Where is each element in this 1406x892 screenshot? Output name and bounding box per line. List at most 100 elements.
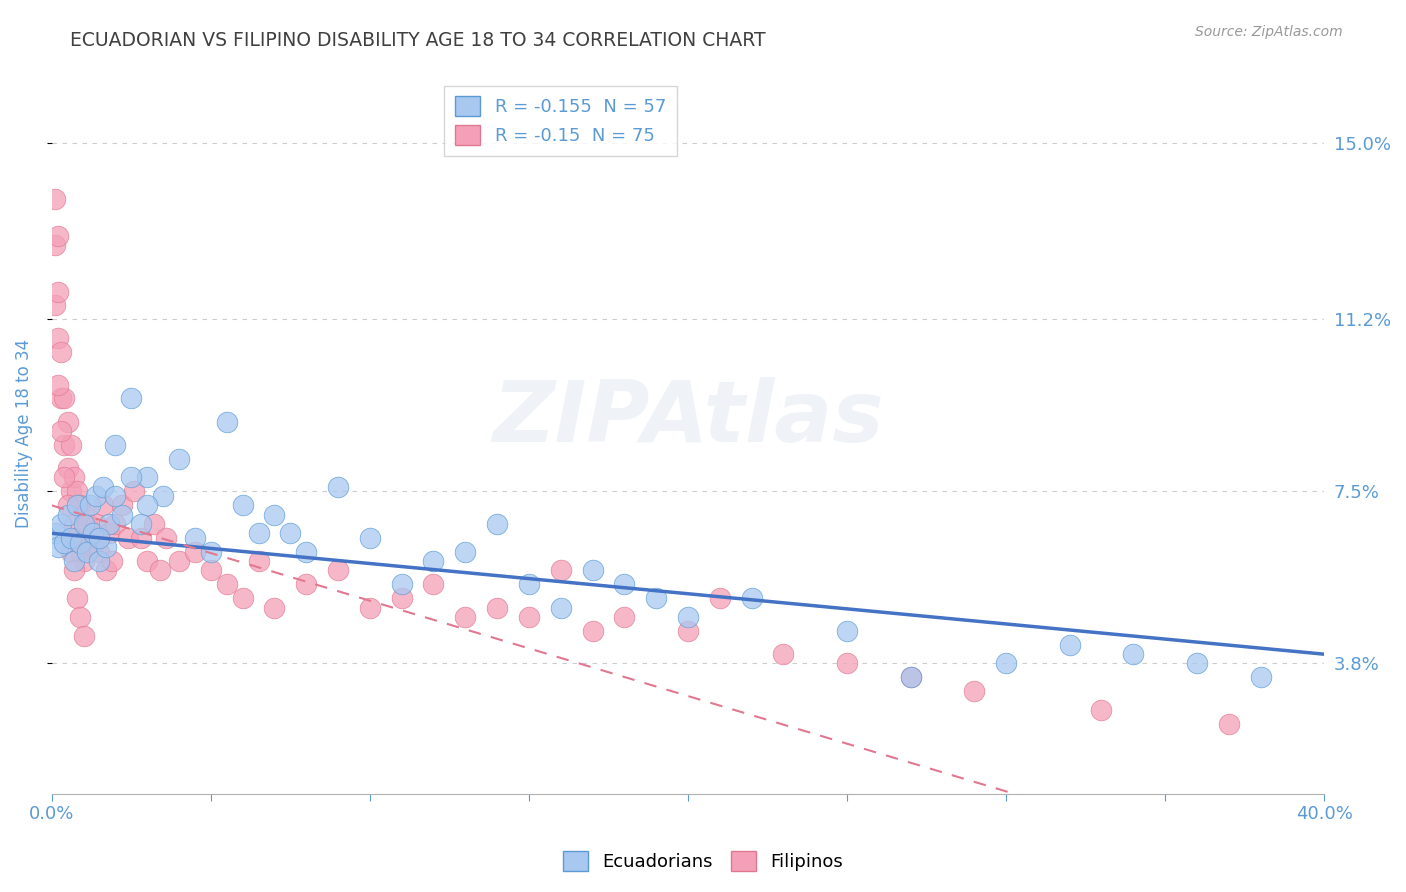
Point: [136, 470, 159, 484]
Point: [72, 508, 94, 522]
Point: [155, 531, 177, 545]
Point: [82, 541, 104, 555]
Point: [101, 554, 124, 568]
Point: [1185, 657, 1208, 671]
Point: [89, 531, 111, 545]
Point: [46, 285, 69, 299]
Point: [215, 577, 238, 591]
Point: [613, 610, 636, 624]
Point: [91, 499, 114, 513]
Point: [184, 545, 207, 559]
Point: [184, 531, 207, 545]
Point: [79, 499, 101, 513]
Point: [51, 424, 73, 438]
Point: [391, 591, 413, 606]
Point: [772, 647, 794, 661]
Point: [69, 610, 91, 624]
Point: [63, 470, 86, 484]
Point: [66, 484, 89, 499]
Point: [129, 516, 152, 531]
Point: [359, 531, 381, 545]
Point: [149, 564, 172, 578]
Point: [111, 499, 134, 513]
Point: [59, 438, 82, 452]
Point: [995, 657, 1018, 671]
Point: [645, 591, 668, 606]
Point: [359, 600, 381, 615]
Legend: Ecuadorians, Filipinos: Ecuadorians, Filipinos: [555, 844, 851, 879]
Point: [46, 377, 69, 392]
Point: [581, 624, 603, 638]
Point: [69, 499, 91, 513]
Point: [263, 600, 285, 615]
Point: [69, 535, 91, 549]
Point: [89, 545, 111, 559]
Point: [581, 564, 603, 578]
Point: [486, 516, 509, 531]
Point: [84, 489, 107, 503]
Point: [167, 451, 190, 466]
Point: [76, 545, 98, 559]
Point: [215, 415, 238, 429]
Point: [56, 415, 79, 429]
Point: [247, 526, 270, 541]
Point: [136, 499, 159, 513]
Text: Source: ZipAtlas.com: Source: ZipAtlas.com: [1195, 25, 1343, 39]
Point: [152, 489, 174, 503]
Point: [111, 508, 134, 522]
Point: [98, 526, 121, 541]
Point: [1090, 703, 1112, 717]
Point: [709, 591, 731, 606]
Point: [72, 629, 94, 643]
Point: [676, 610, 699, 624]
Point: [247, 554, 270, 568]
Point: [66, 591, 89, 606]
Point: [51, 392, 73, 406]
Point: [124, 484, 146, 499]
Point: [82, 526, 104, 541]
Point: [278, 526, 301, 541]
Point: [835, 657, 858, 671]
Point: [53, 392, 76, 406]
Point: [46, 541, 69, 555]
Point: [613, 577, 636, 591]
Point: [117, 531, 139, 545]
Point: [326, 480, 349, 494]
Point: [142, 516, 165, 531]
Point: [53, 535, 76, 549]
Point: [98, 516, 121, 531]
Point: [44, 238, 66, 252]
Point: [59, 531, 82, 545]
Point: [1059, 638, 1081, 652]
Point: [454, 610, 477, 624]
Point: [1122, 647, 1144, 661]
Point: [56, 499, 79, 513]
Point: [66, 499, 89, 513]
Point: [72, 554, 94, 568]
Point: [94, 541, 117, 555]
Point: [517, 577, 540, 591]
Point: [295, 545, 318, 559]
Point: [72, 516, 94, 531]
Point: [232, 499, 254, 513]
Point: [94, 564, 117, 578]
Point: [84, 516, 107, 531]
Point: [167, 554, 190, 568]
Point: [76, 516, 98, 531]
Point: [104, 489, 127, 503]
Point: [676, 624, 699, 638]
Point: [69, 545, 91, 559]
Point: [46, 228, 69, 243]
Point: [63, 564, 86, 578]
Point: [136, 554, 159, 568]
Point: [200, 545, 222, 559]
Point: [63, 554, 86, 568]
Point: [1250, 670, 1272, 684]
Point: [1218, 717, 1240, 731]
Point: [44, 526, 66, 541]
Text: ZIPAtlas: ZIPAtlas: [492, 377, 884, 460]
Point: [517, 610, 540, 624]
Point: [56, 461, 79, 475]
Point: [120, 392, 142, 406]
Point: [391, 577, 413, 591]
